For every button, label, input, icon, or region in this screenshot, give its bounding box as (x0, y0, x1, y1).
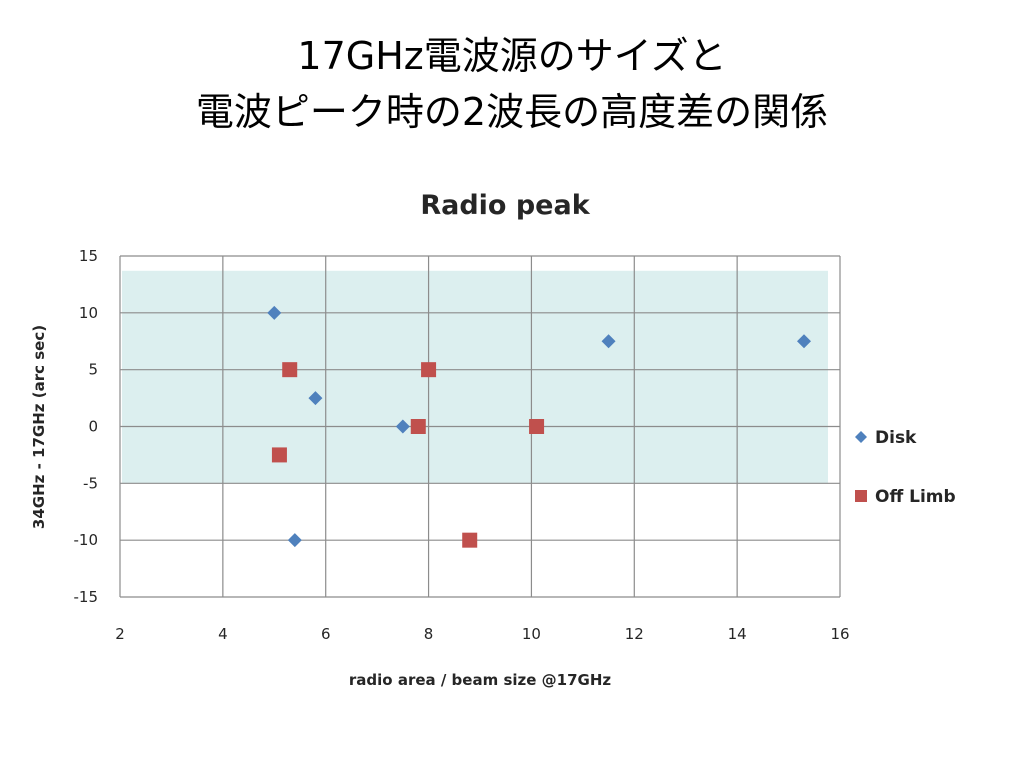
y-axis-label: 34GHz - 17GHz (arc sec) (30, 325, 48, 529)
x-tick-label: 4 (218, 625, 228, 643)
y-tick-label: 10 (79, 304, 98, 322)
off-limb-data-point (529, 419, 545, 434)
disk-data-point (308, 391, 323, 406)
off-limb-data-point (421, 362, 437, 378)
y-tick-label: 5 (88, 361, 98, 379)
disk-data-point (797, 334, 811, 349)
x-tick-label: 16 (830, 625, 849, 643)
legend-label: Off Limb (875, 487, 956, 507)
chart-title: Radio peak (420, 190, 590, 221)
disk-data-point (287, 533, 302, 548)
disk-data-point (601, 334, 616, 349)
slide-title-line-2: 電波ピーク時の2波長の高度差の関係 (195, 90, 829, 134)
x-tick-label: 14 (728, 625, 747, 643)
slide-title-line-1: 17GHz電波源のサイズと (297, 34, 727, 78)
x-axis-label: radio area / beam size @17GHz (349, 671, 611, 689)
off-limb-data-point (462, 532, 478, 548)
off-limb-data-point (282, 362, 298, 378)
x-tick-label: 12 (625, 625, 644, 643)
y-tick-label: -5 (83, 474, 98, 492)
off-limb-data-point (410, 419, 426, 434)
off-limb-data-point (271, 447, 287, 463)
shaded-band (122, 270, 828, 484)
x-tick-label: 2 (115, 625, 125, 643)
y-tick-label: 15 (79, 247, 98, 265)
x-tick-label: 8 (424, 625, 434, 643)
y-tick-label: -15 (74, 588, 99, 606)
x-tick-label: 10 (522, 625, 541, 643)
y-tick-label: 0 (88, 418, 98, 436)
legend-disk-marker (855, 431, 867, 443)
disk-data-point (267, 305, 282, 320)
legend-off-limb-marker (855, 490, 867, 502)
y-tick-label: -10 (74, 531, 99, 549)
slide-title: 17GHz電波源のサイズと 電波ピーク時の2波長の高度差の関係 (0, 28, 1024, 140)
legend-label: Disk (875, 428, 917, 448)
x-tick-label: 6 (321, 625, 331, 643)
disk-data-point (395, 419, 410, 434)
